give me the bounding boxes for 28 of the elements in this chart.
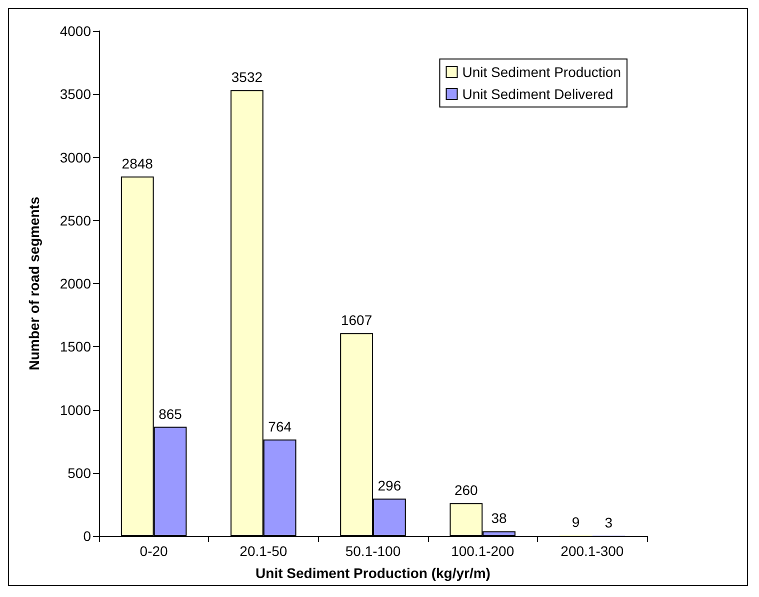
y-tick-label: 2000 <box>60 276 92 292</box>
x-tick-label: 0-20 <box>140 543 168 559</box>
y-tick-label: 3000 <box>60 149 92 166</box>
data-label: 296 <box>378 478 402 494</box>
x-tick-label: 20.1-50 <box>240 543 288 559</box>
x-tick-label: 200.1-300 <box>560 543 624 559</box>
x-tick-label: 100.1-200 <box>451 543 514 559</box>
x-tick-label: 50.1-100 <box>345 543 401 559</box>
data-label: 1607 <box>340 312 372 328</box>
data-label: 9 <box>572 514 580 530</box>
data-label: 2848 <box>122 155 154 172</box>
data-label: 3 <box>604 514 613 531</box>
y-tick-label: 3500 <box>60 86 92 102</box>
data-label: 260 <box>454 482 478 498</box>
data-label: 764 <box>268 418 292 435</box>
y-tick-label: 500 <box>68 464 92 481</box>
y-tick-label: 1500 <box>60 338 92 355</box>
data-label: 3532 <box>231 69 263 86</box>
legend-label: Unit Sediment Production <box>462 64 622 80</box>
y-tick-label: 2500 <box>60 212 92 228</box>
y-axis-title: Number of road segments <box>26 196 42 370</box>
y-tick-label: 0 <box>83 528 92 544</box>
data-label: 865 <box>158 406 182 422</box>
x-axis-title: Unit Sediment Production (kg/yr/m) <box>256 565 490 581</box>
y-tick-label: 1000 <box>60 402 92 418</box>
data-label: 38 <box>491 510 508 526</box>
y-tick-label: 4000 <box>60 23 92 39</box>
legend-label: Unit Sediment Delivered <box>462 86 614 102</box>
